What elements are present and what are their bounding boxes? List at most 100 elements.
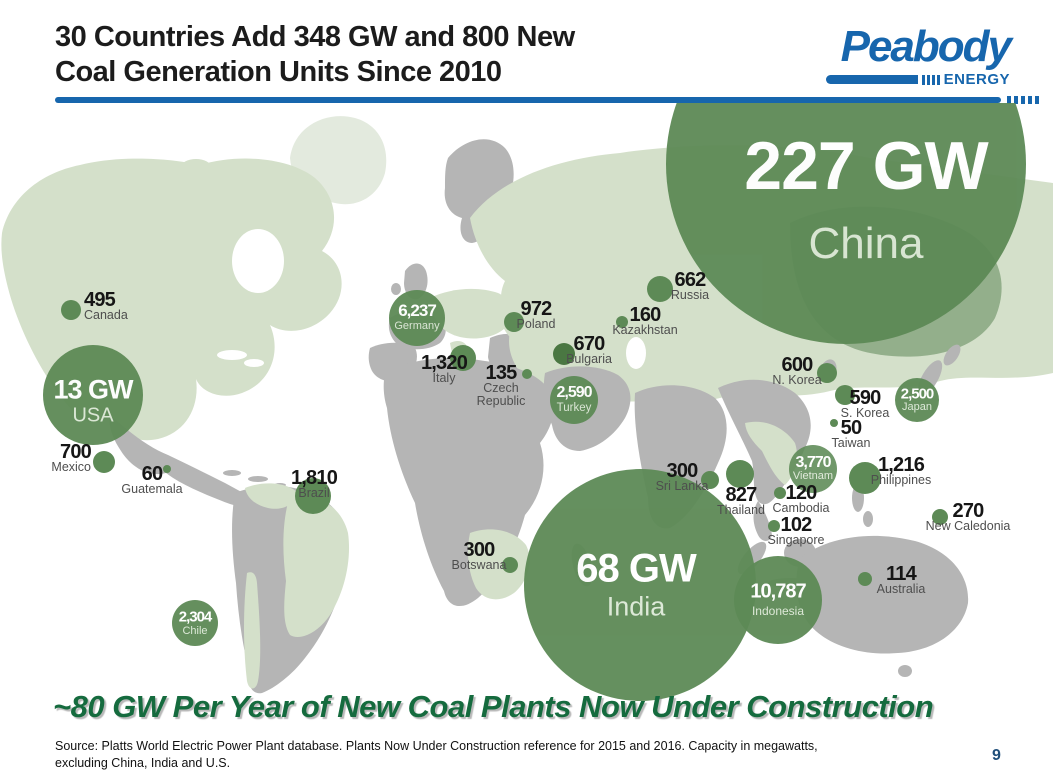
tagline: ~80 GW Per Year of New Coal Plants Now U… (53, 689, 934, 724)
marker-value: 2,590 (556, 384, 592, 401)
dot-s-korea (835, 385, 855, 405)
dot-thailand (726, 460, 754, 488)
peabody-logo: Peabody ENERGY (826, 22, 1012, 88)
marker-value: 114 (886, 563, 917, 585)
dot-australia (858, 572, 872, 586)
bubble-vietnam: 3,770 Vietnam (789, 445, 837, 493)
marker-country: Russia (670, 288, 710, 302)
marker-country: S. Korea (840, 406, 890, 420)
dot-canada (61, 300, 81, 320)
label-cambodia: 120 Cambodia (773, 482, 830, 515)
dot-czech-republic (522, 369, 532, 379)
marker-country: Chile (182, 625, 208, 637)
marker-country: Germany (394, 320, 440, 332)
dot-poland (504, 312, 524, 332)
label-thailand: 827 Thailand (717, 484, 765, 517)
marker-value: 270 (952, 500, 985, 522)
marker-country: Canada (84, 308, 128, 322)
marker-country: Taiwan (831, 436, 871, 450)
marker-value: 827 (725, 484, 758, 506)
marker-country: Botswana (451, 558, 507, 572)
world-map: 227 GW China 68 GW India 10,787 Indonesia 13 G… (0, 103, 1053, 713)
marker-value: 227 GW (744, 128, 988, 204)
label-s-korea: 590 S. Korea (840, 388, 890, 420)
marker-value: 300 (666, 460, 699, 482)
marker-value: 13 GW (53, 374, 133, 405)
label-new-caledonia: 270 New Caledonia (925, 500, 1011, 533)
marker-value: 102 (780, 514, 813, 536)
marker-value: 120 (785, 482, 818, 504)
marker-country: Brazil (298, 486, 330, 500)
marker-country: Australia (876, 582, 926, 596)
source-line-1: Source: Platts World Electric Power Plan… (55, 739, 818, 753)
bubble-indonesia: 10,787 Indonesia (734, 556, 822, 644)
marker-country: Poland (516, 317, 556, 331)
marker-country: New Caledonia (925, 519, 1011, 533)
marker-value: 662 (674, 269, 707, 291)
dot-bulgaria (553, 343, 575, 365)
marker-value: 68 GW (576, 546, 696, 591)
label-czech-republic: 135 Czech Republic (476, 362, 526, 408)
marker-country: N. Korea (772, 373, 822, 387)
marker-value: 135 (485, 362, 518, 384)
bubble-japan: 2,500 Japan (895, 378, 939, 422)
marker-value: 972 (520, 298, 553, 320)
dot-italy (450, 345, 476, 371)
source-line-2: excluding China, India and U.S. (55, 756, 231, 770)
label-n-korea: 600 N. Korea (772, 354, 822, 387)
bubble-usa: 13 GW USA (43, 345, 143, 445)
marker-country: Thailand (717, 503, 765, 517)
label-brazil: 1,810 Brazil (290, 467, 338, 500)
dot-taiwan (830, 419, 838, 427)
dot-brazil (295, 478, 331, 514)
marker-value: 300 (463, 539, 496, 561)
marker-value: 700 (60, 441, 92, 463)
marker-country: Italy (432, 371, 456, 385)
logo-underline-row: ENERGY (826, 71, 1010, 88)
marker-country: Vietnam (792, 470, 834, 482)
source-note: Source: Platts World Electric Power Plan… (55, 738, 818, 772)
dot-guatemala (163, 465, 171, 473)
title-line-1: 30 Countries Add 348 GW and 800 New (55, 21, 575, 53)
marker-country: Bulgaria (566, 352, 612, 366)
dot-russia (647, 276, 673, 302)
header-divider (55, 97, 1001, 103)
bubble-chile: 2,304 Chile (172, 600, 218, 646)
dot-botswana (502, 557, 518, 573)
label-mexico: 700 Mexico (51, 441, 92, 474)
marker-value: 495 (84, 289, 116, 311)
marker-country: Singapore (767, 533, 825, 547)
marker-value: 1,216 (877, 454, 925, 476)
marker-country: Czech Republic (476, 381, 526, 408)
dot-mexico (93, 451, 115, 473)
dot-singapore (768, 520, 780, 532)
marker-country: Japan (902, 401, 932, 413)
label-sri-lanka: 300 Sri Lanka (656, 460, 709, 493)
marker-country: China (808, 219, 924, 268)
marker-value: 160 (629, 304, 662, 326)
marker-country: Philippines (870, 473, 932, 487)
marker-country: India (606, 591, 666, 622)
marker-value: 60 (141, 463, 163, 485)
marker-value: 2,304 (178, 608, 213, 626)
marker-value: 2,500 (900, 385, 935, 403)
marker-country: Turkey (556, 402, 592, 414)
logo-underline-bar (826, 75, 918, 84)
marker-value: 670 (573, 333, 606, 355)
marker-value: 6,237 (398, 301, 437, 320)
logo-ticks-icon (921, 74, 940, 85)
logo-wordmark: Peabody (840, 22, 1012, 71)
marker-value: 600 (781, 354, 814, 376)
marker-value: 1,810 (290, 467, 338, 489)
dot-philippines (849, 462, 881, 494)
marker-value: 1,320 (420, 352, 468, 374)
marker-value: 50 (840, 417, 862, 439)
label-russia: 662 Russia (670, 269, 710, 302)
dot-new-caledonia (932, 509, 948, 525)
label-botswana: 300 Botswana (451, 539, 507, 572)
marker-country: USA (72, 404, 114, 427)
label-canada: 495 Canada (84, 289, 128, 322)
marker-value: 3,770 (795, 454, 831, 471)
label-taiwan: 50 Taiwan (831, 417, 871, 450)
